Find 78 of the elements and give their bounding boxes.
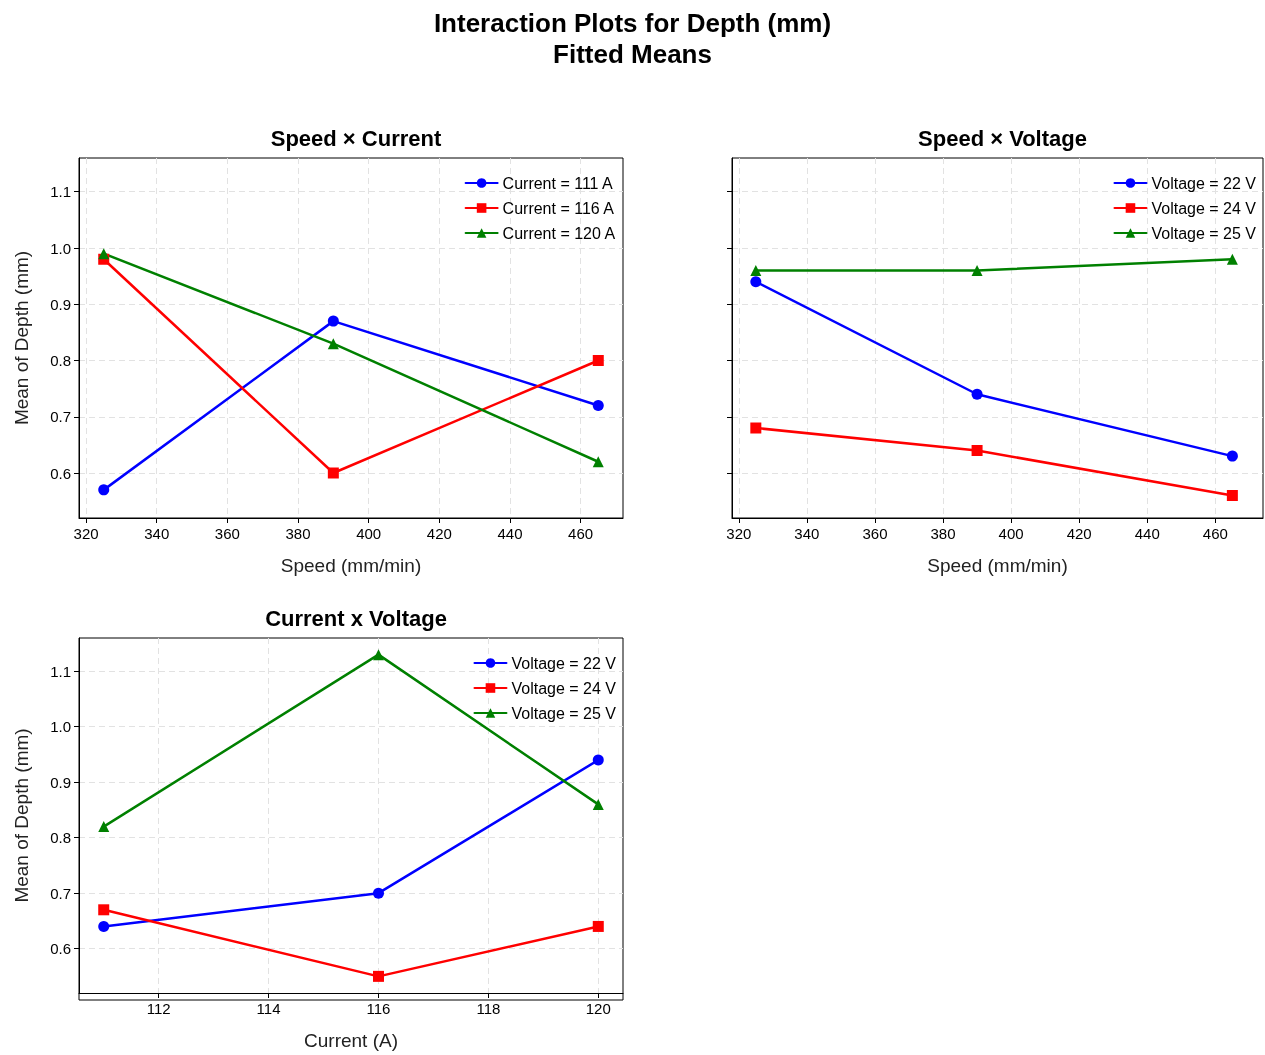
x-tick-label: 114 bbox=[256, 1000, 281, 1017]
point bbox=[592, 920, 604, 932]
point bbox=[1226, 253, 1238, 265]
legend-label: Voltage = 22 V bbox=[1151, 174, 1257, 192]
y-tick-label: 1.0 bbox=[50, 718, 71, 736]
chart-title: Speed × Voltage bbox=[918, 125, 1087, 151]
x-tick-label: 460 bbox=[568, 525, 594, 542]
x-axis-title: Speed (mm/min) bbox=[280, 555, 422, 576]
point bbox=[372, 649, 384, 661]
y-tick-label: 0.9 bbox=[50, 295, 71, 313]
x-tick-label: 360 bbox=[862, 525, 888, 542]
point bbox=[592, 754, 604, 766]
point bbox=[971, 265, 983, 276]
text: Interaction Plots for Depth (mm) bbox=[432, 8, 833, 39]
y-tick-label: 1.1 bbox=[50, 662, 71, 680]
y-tick-label: 1.0 bbox=[50, 239, 71, 257]
legend-label: Current = 111 A bbox=[502, 174, 614, 192]
x-tick-label: 340 bbox=[794, 525, 820, 542]
x-tick-label: 380 bbox=[285, 525, 311, 542]
y-tick-label: 0.8 bbox=[50, 829, 71, 847]
legend-label: Current = 116 A bbox=[502, 199, 615, 217]
point bbox=[1226, 490, 1238, 501]
x-tick-label: 340 bbox=[144, 525, 170, 542]
x-tick-label: 420 bbox=[1066, 525, 1092, 542]
point bbox=[592, 456, 604, 468]
legend-label: Voltage = 25 V bbox=[511, 704, 617, 722]
y-tick-label: 0.8 bbox=[50, 352, 71, 369]
point bbox=[372, 887, 384, 899]
point bbox=[327, 315, 339, 327]
point bbox=[372, 970, 384, 982]
x-axis-title: Current (A) bbox=[304, 1030, 398, 1051]
x-tick-label: 440 bbox=[1134, 525, 1160, 542]
chart-title: Speed × Current bbox=[270, 125, 442, 151]
point bbox=[98, 248, 110, 260]
legend-label: Voltage = 25 V bbox=[1151, 224, 1257, 242]
text: Fitted Means bbox=[552, 39, 713, 70]
x-tick-label: 360 bbox=[214, 525, 240, 542]
point bbox=[98, 484, 110, 496]
y-tick-label: 0.6 bbox=[50, 464, 71, 482]
y-tick-label: 1.1 bbox=[50, 183, 71, 201]
x-tick-label: 120 bbox=[585, 1000, 611, 1017]
point bbox=[750, 265, 762, 276]
point bbox=[971, 388, 983, 400]
x-tick-label: 400 bbox=[356, 525, 382, 542]
x-axis-title: Speed (mm/min) bbox=[927, 555, 1068, 576]
point bbox=[592, 400, 604, 411]
x-tick-label: 320 bbox=[73, 525, 99, 542]
x-tick-label: 440 bbox=[497, 525, 523, 542]
point bbox=[592, 798, 604, 810]
y-axis-title: Mean of Depth (mm) bbox=[11, 728, 32, 903]
point bbox=[327, 338, 339, 350]
legend-label: Voltage = 22 V bbox=[511, 654, 617, 672]
y-tick-label: 0.7 bbox=[50, 884, 71, 902]
x-tick-label: 118 bbox=[476, 1000, 501, 1017]
point bbox=[971, 445, 983, 456]
x-tick-label: 116 bbox=[366, 1000, 391, 1017]
x-tick-label: 420 bbox=[426, 525, 452, 542]
x-tick-label: 400 bbox=[998, 525, 1024, 542]
point bbox=[327, 467, 339, 479]
y-tick-label: 0.9 bbox=[50, 773, 71, 791]
point bbox=[592, 355, 604, 366]
x-tick-label: 380 bbox=[930, 525, 956, 542]
legend-label: Voltage = 24 V bbox=[1151, 199, 1257, 217]
y-tick-label: 0.6 bbox=[50, 940, 71, 958]
y-axis-title: Mean of Depth (mm) bbox=[11, 250, 32, 426]
point bbox=[98, 821, 110, 833]
point bbox=[98, 904, 110, 916]
y-tick-label: 0.7 bbox=[50, 408, 71, 426]
x-tick-label: 460 bbox=[1202, 525, 1228, 542]
x-tick-label: 320 bbox=[726, 525, 752, 542]
point bbox=[750, 422, 762, 434]
chart-title: Current x Voltage bbox=[265, 605, 447, 631]
point bbox=[1226, 450, 1238, 462]
legend-label: Current = 120 A bbox=[502, 224, 616, 242]
point bbox=[750, 276, 762, 288]
legend-label: Voltage = 24 V bbox=[511, 679, 617, 697]
point bbox=[98, 920, 110, 932]
x-tick-label: 112 bbox=[146, 1000, 171, 1017]
